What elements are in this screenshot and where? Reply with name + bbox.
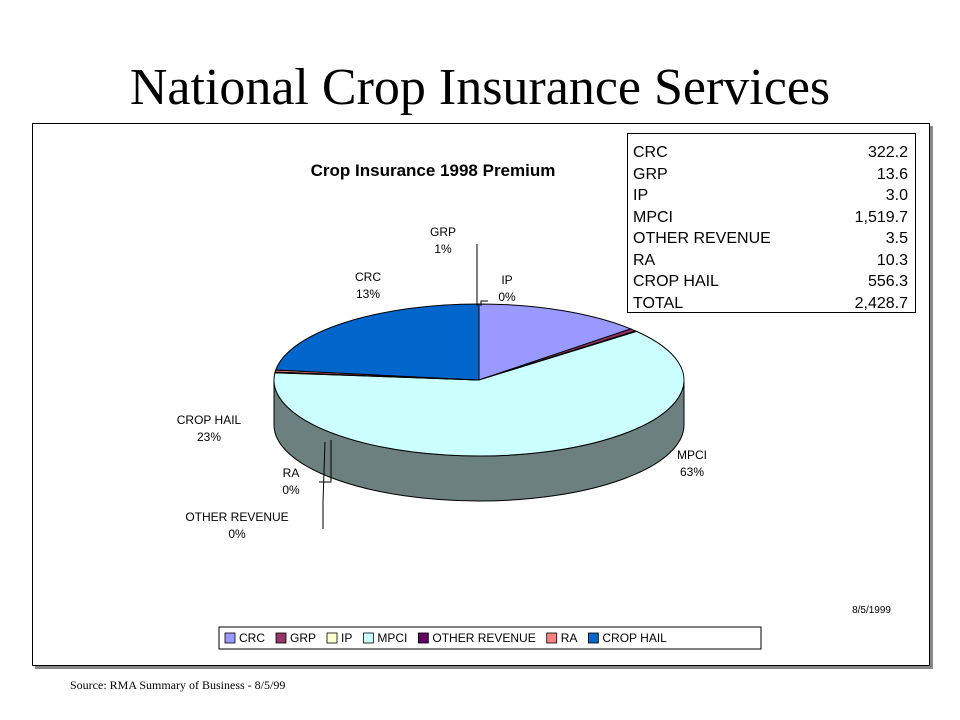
pie-slice-crc xyxy=(478,303,633,381)
table-cell-value: 322.2 xyxy=(867,144,908,161)
data-label-grp: GRP xyxy=(430,225,456,239)
table-cell-name: TOTAL xyxy=(633,294,684,312)
table-cell-name: IP xyxy=(633,187,649,204)
pie-tops xyxy=(273,303,685,457)
data-label-pct-ra: 0% xyxy=(282,483,300,497)
legend-item-ip: IP xyxy=(326,631,352,645)
table-cell-value: 1,519.7 xyxy=(854,208,908,226)
table-cell-name: CROP HAIL xyxy=(633,273,719,290)
data-label-other-revenue: OTHER REVENUE xyxy=(185,510,288,524)
legend-swatch-crc xyxy=(224,632,236,644)
table-cell-name: CRC xyxy=(633,144,668,161)
legend-box xyxy=(218,626,762,650)
legend: CRC GRP IP MPCI OTHER REVENUE RA CROP HAIL xyxy=(218,626,762,650)
table-row: RA 10.3 xyxy=(633,252,908,274)
legend-swatch-crop-hail xyxy=(587,632,599,644)
table-row: TOTAL 2,428.7 xyxy=(633,295,908,317)
legend-swatch-ra xyxy=(546,632,558,644)
data-label-ra: RA xyxy=(283,466,300,480)
table-row: OTHER REVENUE 3.5 xyxy=(633,230,908,252)
data-label-pct-mpci: 63% xyxy=(680,465,704,479)
data-label-pct-other-revenue: 0% xyxy=(228,527,246,541)
table-cell-value: 10.3 xyxy=(876,251,908,269)
data-label-mpci: MPCI xyxy=(677,448,707,462)
data-label-ip: IP xyxy=(501,273,512,287)
table-row: MPCI 1,519.7 xyxy=(633,209,908,231)
legend-label-other-revenue: OTHER REVENUE xyxy=(432,631,535,645)
legend-item-crc: CRC xyxy=(224,631,265,645)
legend-label-crc: CRC xyxy=(239,631,265,645)
data-label-pct-ip: 0% xyxy=(498,290,516,304)
table-cell-value: 2,428.7 xyxy=(854,294,908,312)
leader-line-other-revenue xyxy=(322,441,326,529)
pie-labels: CRC 13% GRP 1% IP 0% MPCI 63% OTHER REVENUE 0% RA 0… xyxy=(177,225,707,541)
pie-chart: Crop Insurance 1998 Premium CRC 13% GRP 1% I… xyxy=(177,161,891,650)
data-label-pct-crc: 13% xyxy=(356,287,380,301)
table-cell-name: OTHER REVENUE xyxy=(633,230,771,247)
legend-label-ra: RA xyxy=(561,631,578,645)
data-label-pct-crop-hail: 23% xyxy=(197,430,221,444)
legend-item-ra: RA xyxy=(546,631,578,645)
data-label-crop-hail: CROP HAIL xyxy=(177,413,242,427)
table-row: GRP 13.6 xyxy=(633,166,908,188)
table-row: CROP HAIL 556.3 xyxy=(633,273,908,295)
legend-item-other-revenue: OTHER REVENUE xyxy=(417,631,536,645)
table-cell-name: GRP xyxy=(633,165,668,183)
data-label-crc: CRC xyxy=(355,270,381,284)
legend-item-crop-hail: CROP HAIL xyxy=(587,631,667,645)
legend-label-ip: IP xyxy=(341,631,352,645)
table-row: CRC 322.2 xyxy=(633,144,908,166)
legend-item-mpci: MPCI xyxy=(362,631,407,645)
leader-line-ip xyxy=(480,300,488,306)
legend-swatch-ip xyxy=(326,632,338,644)
data-label-pct-grp: 1% xyxy=(434,242,452,256)
table-cell-value: 3.0 xyxy=(885,187,908,204)
pie-slice-crop-hail xyxy=(275,303,480,381)
table-cell-name: MPCI xyxy=(633,208,673,226)
chart-title: Crop Insurance 1998 Premium xyxy=(311,161,556,180)
table-cell-value: 13.6 xyxy=(876,165,908,183)
legend-label-crop-hail: CROP HAIL xyxy=(602,631,667,645)
table-row: IP 3.0 xyxy=(633,187,908,209)
slide-title: National Crop Insurance Services xyxy=(129,59,831,116)
legend-label-grp: GRP xyxy=(290,631,316,645)
pie-slice-mpci xyxy=(273,330,685,457)
table-cell-value: 3.5 xyxy=(885,230,908,247)
leader-line-ra xyxy=(319,440,332,483)
data-table: CRC 322.2 GRP 13.6 IP 3.0 MPCI 1,519.7 OTHER REV… xyxy=(627,133,916,313)
date-stamp: 8/5/1999 xyxy=(852,605,891,616)
table-cell-name: RA xyxy=(633,251,656,269)
table-cell-value: 556.3 xyxy=(867,273,908,290)
source-note: Source: RMA Summary of Business - 8/5/99 xyxy=(70,678,286,692)
legend-swatch-grp xyxy=(275,632,287,644)
legend-swatch-other-revenue xyxy=(417,632,429,644)
legend-label-mpci: MPCI xyxy=(377,631,407,645)
legend-item-grp: GRP xyxy=(275,631,316,645)
legend-swatch-mpci xyxy=(362,632,374,644)
